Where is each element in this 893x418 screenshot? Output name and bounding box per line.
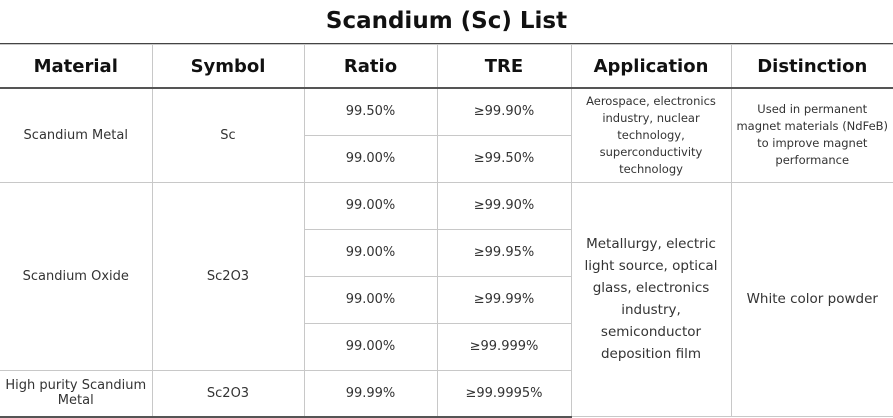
distinction-cell: White color powder [730, 181, 893, 417]
material-cell: High purity Scandium Metal [0, 369, 153, 418]
header-material: Material [0, 44, 153, 89]
header-ratio: Ratio [303, 44, 438, 89]
tre-cell: ≥99.50% [436, 134, 572, 183]
symbol-cell: Sc [151, 87, 305, 183]
table-row: 99.00% ≥99.95% [0, 228, 893, 277]
ratio-cell: 99.99% [303, 369, 438, 418]
tre-cell: ≥99.99% [436, 275, 572, 324]
tre-cell: ≥99.9995% [436, 369, 572, 418]
table-row: 99.00% ≥99.99% [0, 275, 893, 324]
tre-cell: ≥99.95% [436, 228, 572, 277]
header-distinction: Distinction [730, 44, 893, 89]
table-row: 99.00% ≥99.999% [0, 322, 893, 371]
tre-cell: ≥99.90% [436, 181, 572, 230]
material-cell: Scandium Oxide [0, 181, 153, 371]
ratio-cell: 99.00% [303, 322, 438, 371]
table-row: 99.00% ≥99.50% [0, 134, 893, 183]
ratio-cell: 99.00% [303, 275, 438, 324]
tre-cell: ≥99.90% [436, 87, 572, 136]
symbol-cell: Sc2O3 [151, 369, 305, 418]
table-row: Scandium Metal Sc 99.50% ≥99.90% Aerospa… [0, 87, 893, 183]
header-application: Application [570, 44, 732, 89]
ratio-cell: 99.50% [303, 87, 438, 136]
application-cell: Aerospace, electronics industry, nuclear… [570, 87, 732, 183]
tre-cell: ≥99.999% [436, 322, 572, 371]
material-cell: Scandium Metal [0, 87, 153, 183]
symbol-cell: Sc2O3 [151, 181, 305, 371]
distinction-cell: Used in permanent magnet materials (NdFe… [730, 87, 893, 183]
application-cell: Metallurgy, electric light source, optic… [570, 181, 732, 417]
ratio-cell: 99.00% [303, 228, 438, 277]
header-symbol: Symbol [151, 44, 305, 89]
header-tre: TRE [436, 44, 572, 89]
page-title: Scandium (Sc) List [0, 0, 893, 44]
ratio-cell: 99.00% [303, 134, 438, 183]
scandium-table: Material Symbol Ratio TRE Application Di… [0, 44, 893, 418]
ratio-cell: 99.00% [303, 181, 438, 230]
header-row: Material Symbol Ratio TRE Application Di… [0, 44, 893, 89]
table-row: Scandium Oxide Sc2O3 99.00% ≥99.90% Meta… [0, 181, 893, 417]
